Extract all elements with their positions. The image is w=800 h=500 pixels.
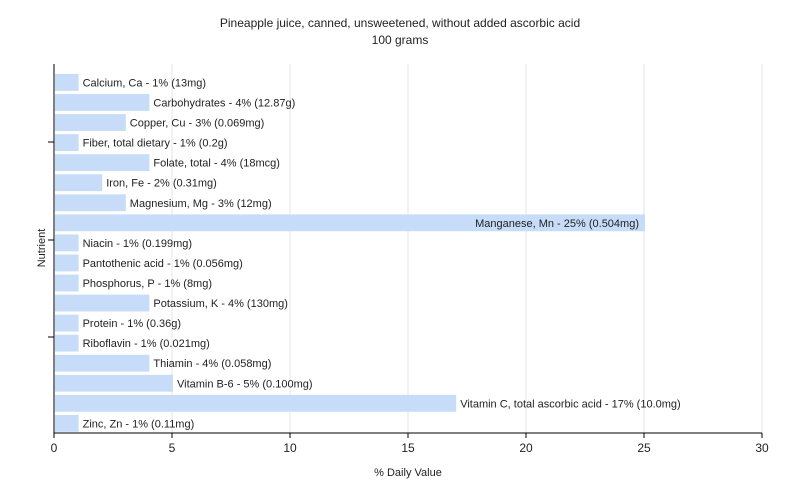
x-tick-label: 20 [519,441,533,455]
x-tick-label: 0 [51,441,58,455]
bar [55,114,126,131]
bar [55,294,150,312]
bar-label: Fiber, total dietary - 1% (0.2g) [83,138,228,150]
bar [55,254,79,272]
chart-subtitle: 100 grams [372,33,429,47]
bar-label: Zinc, Zn - 1% (0.11mg) [83,418,195,430]
y-axis-label: Nutrient [36,229,48,268]
bar [55,74,79,91]
bar-label: Copper, Cu - 3% (0.069mg) [130,118,265,130]
x-tick-label: 5 [169,441,176,455]
bar-label: Potassium, K - 4% (130mg) [153,298,288,310]
bar-label: Magnesium, Mg - 3% (12mg) [130,198,272,210]
bar-label: Phosphorus, P - 1% (8mg) [83,278,212,290]
bar-label: Iron, Fe - 2% (0.31mg) [106,178,217,190]
bar-label: Riboflavin - 1% (0.021mg) [83,338,210,350]
bar [55,314,79,332]
bar-label: Vitamin C, total ascorbic acid - 17% (10… [460,398,681,410]
bar-label: Protein - 1% (0.36g) [83,318,181,330]
bar [55,374,173,392]
bars-group: Calcium, Ca - 1% (13mg) Carbohydrates - 4… [55,74,681,432]
bar [55,174,103,192]
x-axis-label: % Daily Value [374,467,442,479]
bar-label: Carbohydrates - 4% (12.87g) [153,97,295,109]
bar [55,234,79,252]
bar [55,414,79,432]
x-tick-label: 25 [637,441,651,455]
bar [55,134,79,152]
bar [55,154,150,172]
x-tick-label: 10 [283,441,297,455]
axes-group [48,64,763,438]
x-tick-labels: 0 5 10 15 20 25 30 [51,441,769,455]
bar [55,94,150,111]
bar [55,334,79,352]
bar-label: Pantothenic acid - 1% (0.056mg) [83,258,243,270]
bar [55,354,150,372]
bar-label: Folate, total - 4% (18mcg) [153,158,280,170]
bar-label: Thiamin - 4% (0.058mg) [153,358,271,370]
chart-title: Pineapple juice, canned, unsweetened, wi… [220,16,580,30]
bar [55,274,79,292]
bar [55,394,457,412]
bar-label: Manganese, Mn - 25% (0.504mg) [475,218,639,230]
grid-lines [171,64,763,433]
bar-label: Niacin - 1% (0.199mg) [83,238,192,250]
bar-label: Vitamin B-6 - 5% (0.100mg) [177,378,313,390]
bar [55,194,126,212]
bar-label: Calcium, Ca - 1% (13mg) [83,77,206,89]
x-tick-label: 30 [755,441,769,455]
bar [55,214,645,232]
x-tick-label: 15 [401,441,415,455]
